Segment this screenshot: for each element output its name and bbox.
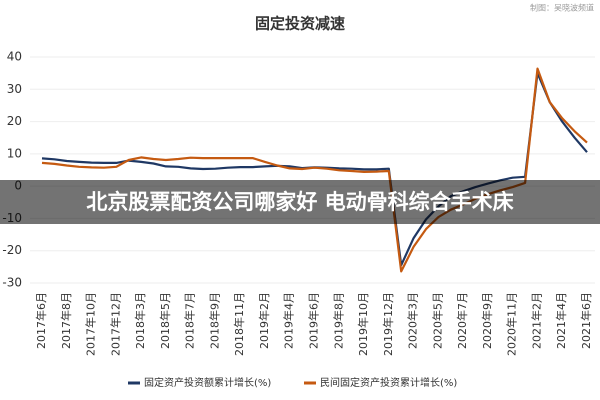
series-line [41, 72, 588, 267]
x-tick-label: 2017年6月 [34, 292, 48, 349]
x-tick-label: 2018年11月 [232, 292, 246, 356]
x-tick-label: 2021年2月 [529, 292, 543, 349]
x-tick-label: 2020年9月 [480, 292, 494, 349]
x-tick-label: 2020年3月 [406, 292, 420, 349]
x-tick-label: 2019年2月 [257, 292, 271, 349]
x-tick-label: 2017年12月 [108, 292, 122, 356]
x-tick-label: 2019年4月 [282, 292, 296, 349]
x-tick-label: 2018年9月 [207, 292, 221, 349]
y-tick-label: 30 [7, 82, 22, 96]
x-tick-label: 2019年8月 [331, 292, 345, 349]
legend-label: 民间固定资产投资累计增长(%) [320, 376, 457, 389]
y-tick-label: -20 [2, 243, 22, 257]
x-tick-label: 2017年8月 [59, 292, 73, 349]
x-tick-label: 2018年3月 [133, 292, 147, 349]
legend-label: 固定资产投资额累计增长(%) [144, 376, 271, 389]
banner-background [0, 180, 600, 224]
y-tick-label: 10 [7, 146, 22, 160]
x-tick-label: 2021年6月 [579, 292, 593, 349]
series-line [41, 67, 588, 273]
x-tick-label: 2019年12月 [381, 292, 395, 356]
x-tick-label: 2019年10月 [356, 292, 370, 356]
x-tick-label: 2018年5月 [158, 292, 172, 349]
y-tick-label: -30 [2, 276, 22, 290]
x-tick-label: 2017年10月 [84, 292, 98, 356]
watermark: 制图：吴晓波频道 [530, 3, 594, 13]
y-tick-label: 40 [7, 50, 22, 64]
x-tick-label: 2020年7月 [455, 292, 469, 349]
banner-text: 北京股票配资公司哪家好 电动骨科综合手术床 [86, 190, 513, 214]
x-tick-label: 2020年11月 [505, 292, 519, 356]
x-tick-label: 2021年4月 [554, 292, 568, 349]
x-tick-label: 2019年6月 [307, 292, 321, 349]
x-tick-label: 2020年5月 [430, 292, 444, 349]
chart-title: 固定投资减速 [255, 15, 345, 33]
x-tick-label: 2018年7月 [183, 292, 197, 349]
y-tick-label: 20 [7, 114, 22, 128]
